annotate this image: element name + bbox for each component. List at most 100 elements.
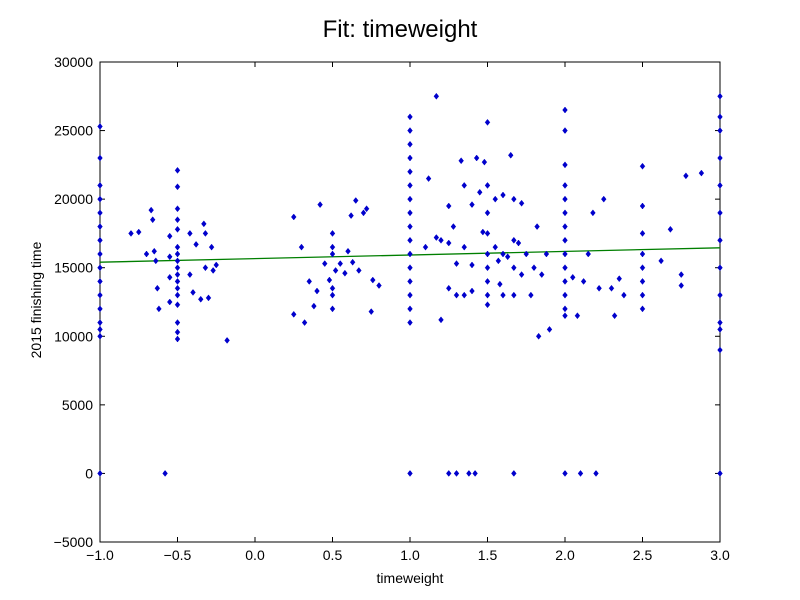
data-point [717,319,723,326]
data-point [329,243,336,251]
data-point [167,273,173,281]
data-point [523,250,529,258]
y-tick-label: 10000 [54,328,93,344]
data-point [639,291,646,299]
data-point [314,287,320,295]
data-point [407,113,413,121]
data-point [128,230,134,237]
data-point [717,92,723,100]
data-point [518,271,525,278]
data-point [376,282,382,289]
data-point [425,175,432,182]
data-point [511,291,517,299]
data-point [450,223,457,230]
data-point [678,271,684,278]
data-point [511,470,517,477]
data-point [311,302,317,310]
data-point [407,127,413,134]
data-point [317,201,323,209]
data-point [407,209,413,217]
data-point [639,278,646,285]
data-point [174,271,181,278]
data-point [562,291,568,299]
data-point [658,257,664,265]
data-point [717,264,723,272]
x-tick-label: 1.5 [478,547,498,563]
data-point [224,336,230,344]
data-point [174,328,181,336]
data-point [453,291,460,299]
data-point [174,278,181,285]
data-point [174,319,181,326]
data-point [504,253,511,261]
data-point [518,199,525,207]
data-point [97,291,103,299]
data-point [484,278,491,285]
data-point [187,230,193,237]
data-point [407,140,413,148]
x-tick-label: −1.0 [86,547,114,563]
data-point [717,113,723,121]
data-point [639,202,646,210]
data-point [193,240,199,248]
data-point [433,234,440,241]
y-tick-label: 30000 [54,54,93,70]
data-point [97,332,103,340]
data-point [422,243,429,251]
data-point [562,312,568,320]
data-point [348,212,354,220]
data-point [174,243,181,251]
data-point [621,291,627,299]
data-point [174,284,181,292]
data-point [208,243,215,251]
data-point [363,205,370,213]
data-point [360,209,367,217]
data-point [407,278,413,285]
data-point [546,326,553,333]
data-point [562,127,568,134]
data-point [301,319,308,326]
data-point [484,250,491,258]
data-point [407,470,413,477]
data-point [531,264,537,272]
data-point [210,267,216,274]
data-point [407,168,413,176]
data-point [562,305,568,313]
data-point [97,154,103,162]
data-point [639,162,646,170]
data-point [97,195,103,203]
data-point [162,470,168,477]
data-point [407,182,413,189]
data-point [202,230,209,237]
data-point [453,470,460,477]
data-point [329,305,336,313]
data-point [492,243,498,251]
data-point [167,253,173,261]
data-point [407,236,413,244]
data-point [97,264,103,272]
data-point [717,182,723,189]
data-point [562,250,568,258]
data-point [97,250,103,258]
data-point [508,151,514,159]
x-tick-label: 0.5 [323,547,343,563]
data-point [329,230,336,237]
data-point [698,169,705,177]
data-point [407,250,413,258]
data-point [97,209,103,217]
y-tick-label: 15000 [54,260,93,276]
y-tick-label: −5000 [54,534,94,550]
data-point [717,154,723,162]
data-point [717,209,723,217]
data-point [601,195,607,203]
data-point [306,278,312,285]
data-point [174,225,181,233]
data-point [329,250,336,258]
data-point [717,346,723,354]
data-point [201,220,207,228]
data-point [151,247,157,255]
data-point [198,295,204,303]
data-point [590,209,596,217]
data-point [433,92,440,100]
data-point [407,154,413,162]
